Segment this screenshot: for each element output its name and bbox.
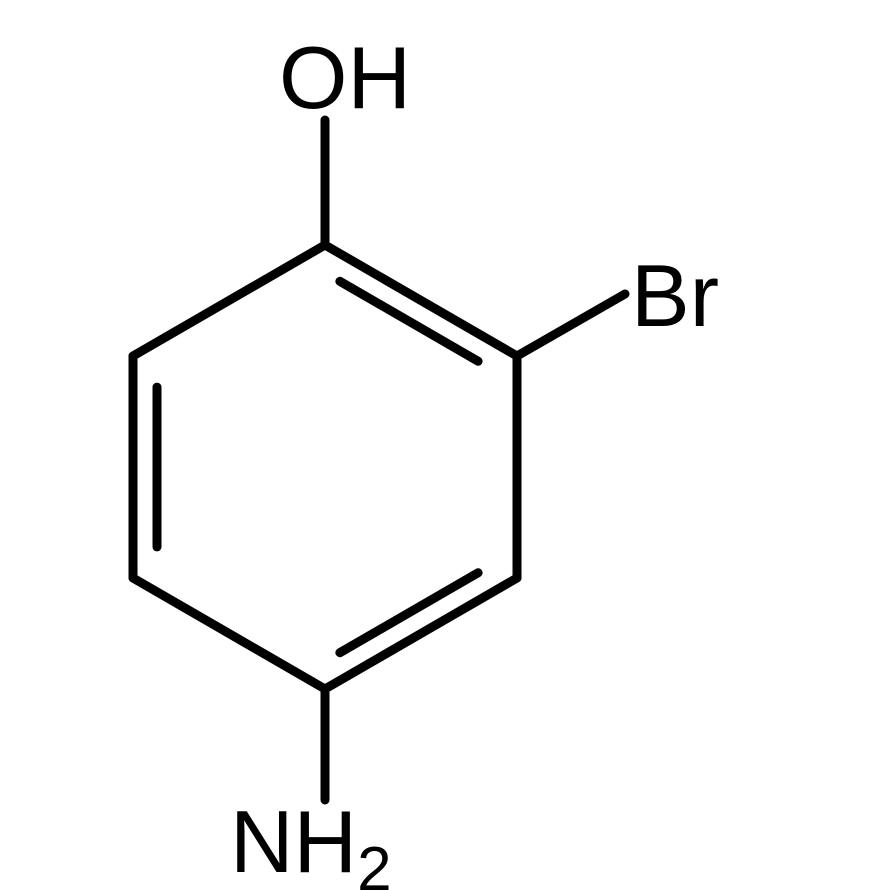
- label-nh2: NH2: [230, 792, 392, 890]
- bond-to-br: [517, 294, 625, 356]
- ring-bond: [325, 245, 517, 356]
- label-oh: OH: [279, 28, 411, 127]
- ring-bond: [133, 578, 325, 689]
- chemical-structure: OH Br NH2: [0, 0, 890, 890]
- label-br: Br: [631, 246, 719, 345]
- ring-bond: [325, 578, 517, 689]
- ring-bond: [133, 245, 325, 356]
